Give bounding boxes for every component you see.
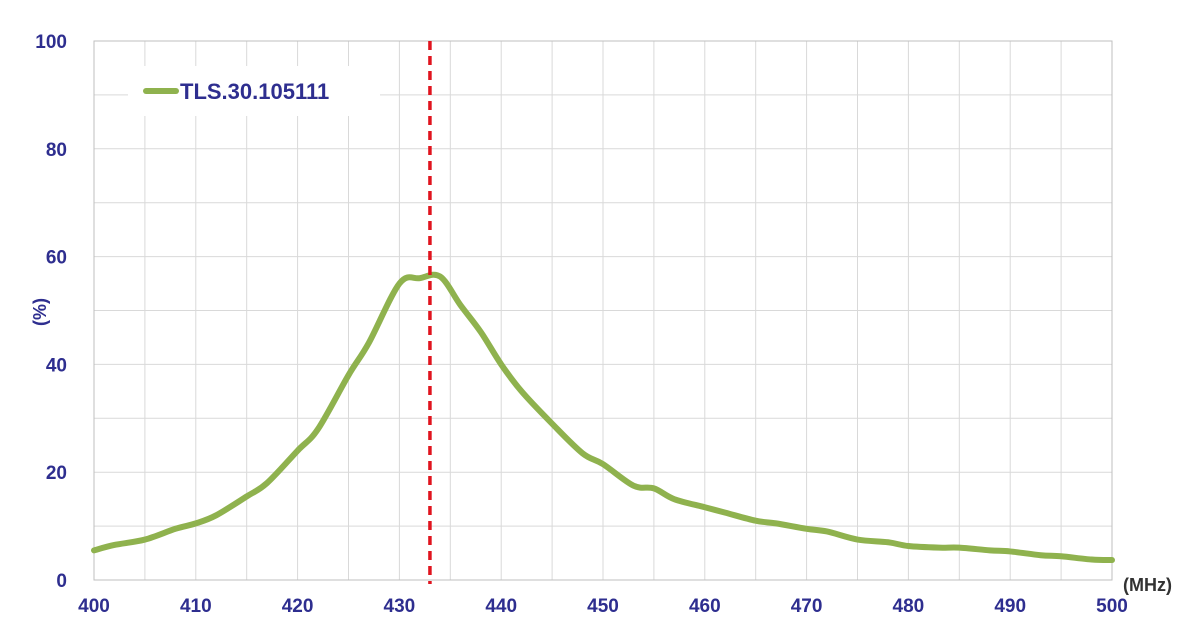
x-tick-label: 480 [893, 596, 925, 617]
x-tick-label: 430 [384, 596, 416, 617]
x-axis-label: (MHz) [1123, 575, 1172, 595]
x-tick-label: 460 [689, 596, 721, 617]
y-tick-label: 80 [46, 140, 67, 161]
legend-label: TLS.30.105111 [180, 79, 329, 104]
y-tick-label: 40 [46, 355, 67, 376]
tick-labels: 0 20 40 60 80 100 400 410 420 430 440 450 460 470 480 4… [35, 32, 1128, 617]
y-axis-label: (%) [30, 298, 50, 326]
x-tick-label: 400 [78, 596, 110, 617]
x-tick-label: 410 [180, 596, 212, 617]
y-tick-label: 20 [46, 463, 67, 484]
x-tick-label: 420 [282, 596, 314, 617]
series-layer [91, 271, 1115, 564]
series-line [91, 271, 1115, 564]
x-tick-label: 440 [485, 596, 517, 617]
y-tick-label: 100 [35, 32, 67, 53]
legend: TLS.30.105111 [128, 66, 380, 116]
plot-border [93, 40, 1113, 581]
axes-layer [93, 40, 1113, 581]
x-tick-label: 470 [791, 596, 823, 617]
x-tick-label: 500 [1096, 596, 1128, 617]
x-tick-label: 490 [994, 596, 1026, 617]
y-tick-label: 60 [46, 248, 67, 269]
y-tick-label: 0 [56, 571, 67, 592]
x-tick-label: 450 [587, 596, 619, 617]
